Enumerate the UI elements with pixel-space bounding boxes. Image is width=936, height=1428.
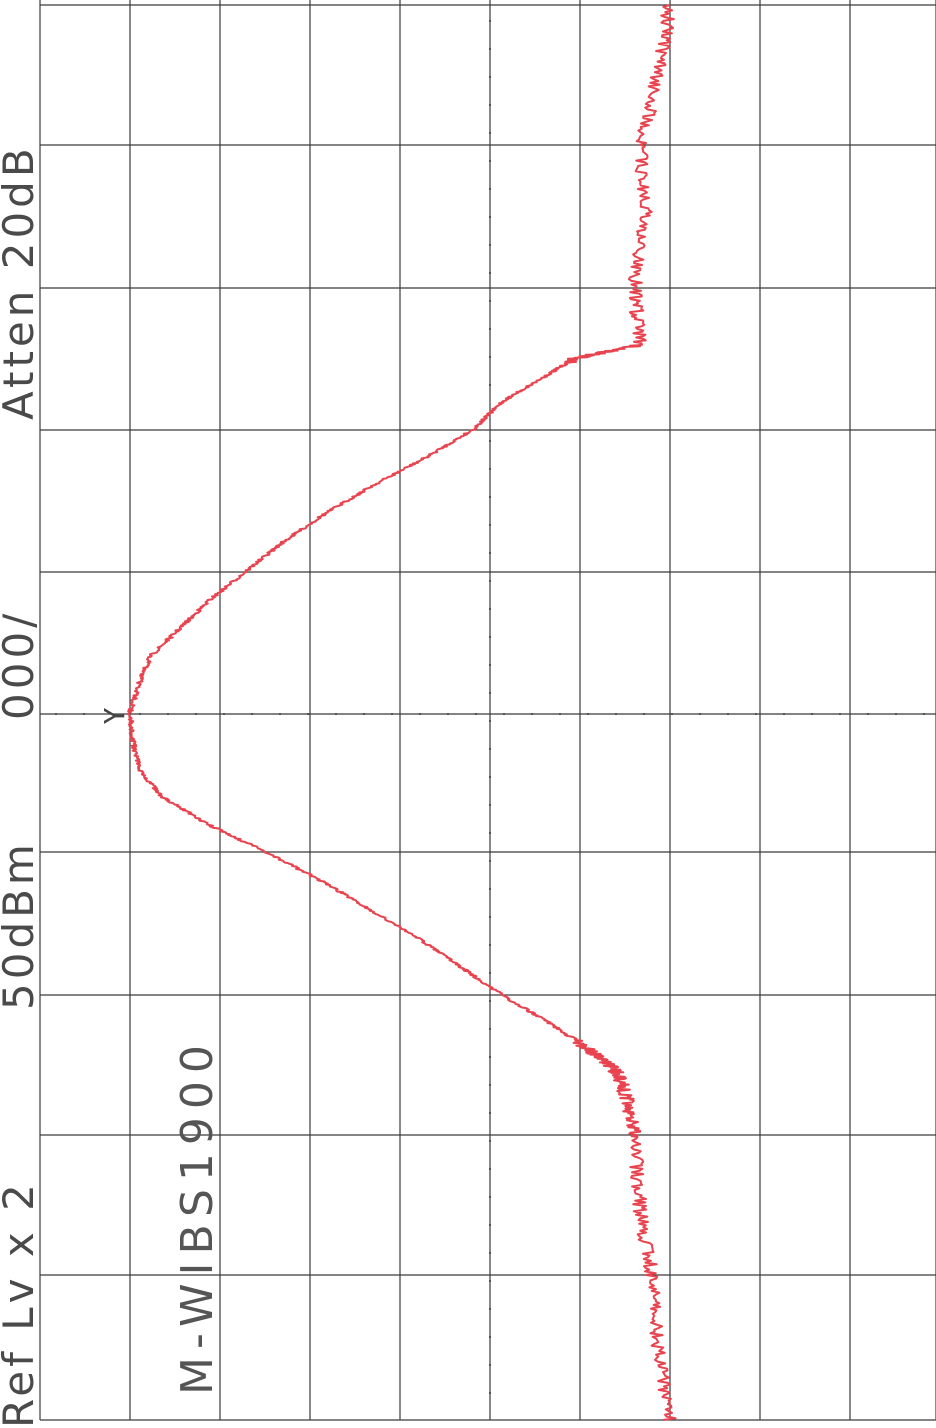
marker-symbol: Y — [98, 707, 131, 724]
attenuation-label: Atten 20dB — [0, 144, 43, 420]
trace-label: M-WIBS1900 — [172, 1037, 223, 1395]
center-dotted-lines — [55, 20, 930, 1400]
ref-level-label: Ref Lv x 2 — [0, 1180, 43, 1428]
span-label: 50dBm — [0, 840, 43, 1010]
marker-readout: 000/ — [0, 609, 43, 720]
spectrum-trace — [126, 4, 677, 1421]
graticule — [39, 0, 936, 1421]
